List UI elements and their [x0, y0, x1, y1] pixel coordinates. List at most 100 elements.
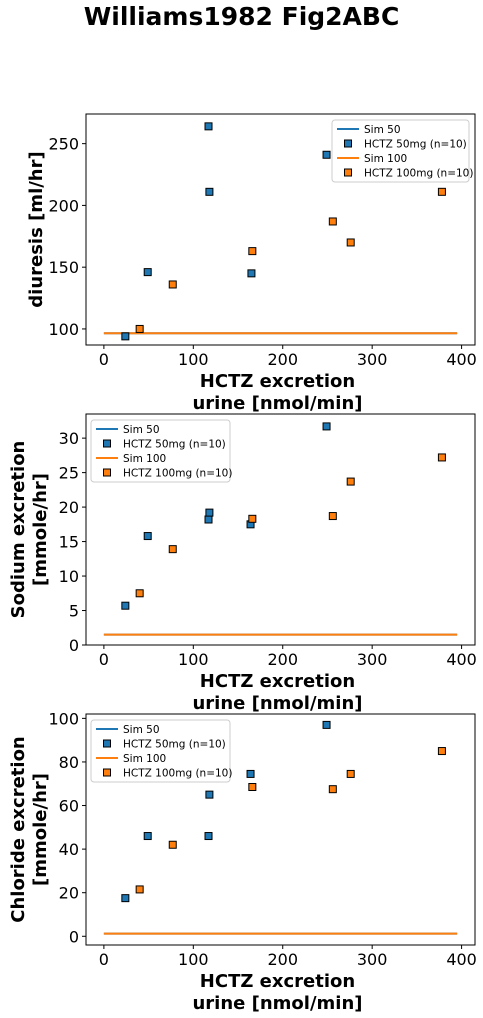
legend: Sim 50 HCTZ 50mg (n=10) Sim 100 HCTZ 100mg …	[90, 719, 232, 783]
chart-panel-1: 0 100 200 300 400 100 150 200 250 HCTZ excretionu…	[26, 113, 477, 414]
y-axis-label: diuresis [ml/hr]	[26, 151, 47, 307]
x-tick-label: 300	[357, 950, 388, 969]
y-tick-label: 0	[69, 636, 79, 655]
legend: Sim 50 HCTZ 50mg (n=10) Sim 100 HCTZ 100mg …	[331, 119, 473, 183]
x-axis-label: urine [nmol/min]	[192, 693, 362, 714]
x-tick-label: 100	[178, 950, 209, 969]
y-tick-label: 0	[69, 927, 79, 946]
data-point	[205, 187, 214, 196]
x-tick-label: 400	[446, 950, 477, 969]
legend-label: HCTZ 50mg (n=10)	[123, 439, 226, 451]
data-point	[437, 747, 446, 756]
y-tick-label: 30	[59, 429, 79, 448]
data-point	[248, 247, 257, 256]
y-tick-label: 10	[59, 567, 79, 586]
legend-marker-swatch	[103, 768, 111, 777]
legend-box	[331, 119, 470, 183]
y-tick-label: 15	[59, 533, 79, 552]
x-tick-label: 100	[178, 350, 209, 369]
y-tick-label: 80	[59, 753, 79, 772]
legend-label: HCTZ 50mg (n=10)	[123, 739, 226, 751]
data-point	[204, 122, 213, 131]
y-tick-label: 100	[48, 709, 79, 728]
data-point	[346, 769, 355, 778]
legend-label: HCTZ 100mg (n=10)	[123, 468, 232, 480]
legend-label: Sim 100	[123, 453, 166, 465]
legend: Sim 50 HCTZ 50mg (n=10) Sim 100 HCTZ 100mg …	[90, 419, 232, 483]
y-tick-label: 20	[59, 884, 79, 903]
y-tick-label: 250	[48, 135, 79, 154]
data-point	[328, 512, 337, 521]
legend-label: Sim 100	[364, 153, 407, 165]
legend-marker-swatch	[344, 139, 352, 148]
data-point	[121, 601, 130, 610]
legend-box	[90, 719, 231, 783]
x-tick-label: 400	[446, 650, 477, 669]
y-tick-label: 60	[59, 797, 79, 816]
x-tick-label: 400	[446, 350, 477, 369]
y-tick-label: 150	[48, 258, 79, 277]
data-point	[143, 532, 152, 541]
y-tick-label: 200	[48, 196, 79, 215]
data-point	[121, 332, 130, 341]
data-point	[168, 840, 177, 849]
data-point	[322, 720, 331, 729]
x-tick-label: 0	[99, 950, 109, 969]
data-point	[168, 280, 177, 289]
chart-panel-2: 0 100 200 300 400 0 5 10 15 20 25 30 HCTZ excretionu…	[8, 413, 477, 714]
x-axis-label: urine [nmol/min]	[192, 993, 362, 1014]
x-tick-label: 200	[267, 650, 298, 669]
x-tick-label: 100	[178, 650, 209, 669]
data-point	[143, 832, 152, 841]
y-tick-label: 20	[59, 498, 79, 517]
data-point	[328, 785, 337, 794]
x-axis-label: HCTZ excretion	[200, 371, 355, 392]
x-tick-label: 0	[99, 350, 109, 369]
axes-frame	[85, 113, 476, 346]
y-tick-label: 5	[69, 602, 79, 621]
x-tick-label: 200	[267, 950, 298, 969]
x-axis-label: urine [nmol/min]	[192, 393, 362, 414]
y-axis-label: [mmole/hr]	[30, 473, 51, 586]
x-tick-label: 0	[99, 650, 109, 669]
data-point	[322, 422, 331, 431]
y-axis-label: Sodium excretion	[8, 441, 29, 619]
y-tick-label: 40	[59, 840, 79, 859]
data-point	[437, 187, 446, 196]
x-axis-label: HCTZ excretion	[200, 971, 355, 992]
legend-label: Sim 100	[123, 753, 166, 765]
legend-marker-swatch	[103, 439, 111, 448]
y-axis-label: [mmole/hr]	[30, 773, 51, 886]
data-point	[205, 790, 214, 799]
y-axis-label: Chloride excretion	[8, 736, 29, 923]
x-axis-label: HCTZ excretion	[200, 671, 355, 692]
data-point	[205, 508, 214, 517]
axes-frame	[85, 713, 476, 946]
legend-label: Sim 50	[123, 424, 160, 436]
legend-box	[90, 419, 231, 483]
data-point	[322, 150, 331, 159]
data-point	[246, 769, 255, 778]
data-point	[143, 268, 152, 277]
data-point	[204, 515, 213, 524]
data-point	[248, 783, 257, 792]
legend-label: Sim 50	[123, 724, 160, 736]
data-point	[135, 589, 144, 598]
data-point	[328, 217, 337, 226]
legend-marker-swatch	[103, 468, 111, 477]
legend-label: HCTZ 100mg (n=10)	[123, 768, 232, 780]
axes-frame	[85, 413, 476, 646]
data-point	[346, 238, 355, 247]
x-tick-label: 300	[357, 350, 388, 369]
legend-label: Sim 50	[364, 124, 401, 136]
data-point	[121, 894, 130, 903]
legend-label: HCTZ 100mg (n=10)	[364, 168, 473, 180]
data-point	[437, 453, 446, 462]
y-tick-label: 25	[59, 464, 79, 483]
legend-marker-swatch	[103, 739, 111, 748]
data-point	[135, 324, 144, 333]
data-point	[135, 885, 144, 894]
data-point	[247, 269, 256, 278]
